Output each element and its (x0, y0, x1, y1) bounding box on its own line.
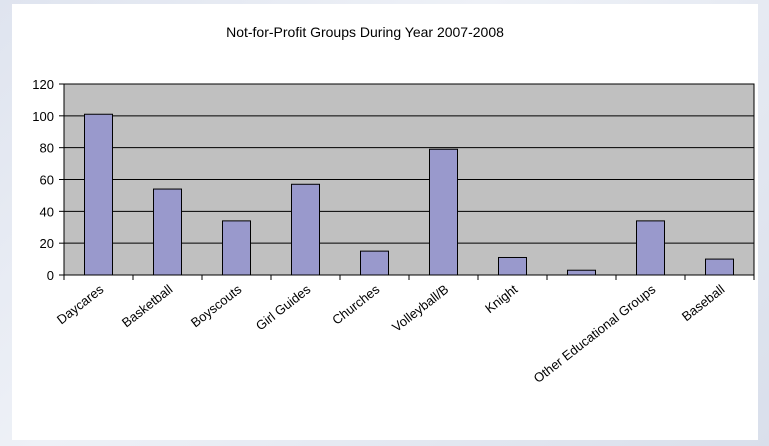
y-tick-label: 0 (47, 268, 54, 283)
bar (705, 258, 734, 276)
x-category-label: Boyscouts (188, 281, 245, 330)
bars (84, 113, 734, 276)
y-tick-label: 60 (40, 173, 54, 188)
x-category-label: Basketball (119, 281, 176, 330)
x-category-label: Knight (482, 281, 521, 316)
bar (84, 113, 113, 276)
y-tick-label: 80 (40, 141, 54, 156)
chart-title: Not-for-Profit Groups During Year 2007-2… (226, 24, 504, 40)
x-axis-labels: Daycares Basketball Boyscouts Girl Guides Ch… (54, 275, 755, 386)
x-category-label: Volleyball/B (389, 282, 451, 335)
y-tick-label: 20 (40, 236, 54, 251)
y-tick-label: 100 (32, 109, 54, 124)
x-category-label: Other Educational Groups (531, 281, 659, 386)
y-tick-label: 40 (40, 204, 54, 219)
bar (291, 183, 320, 276)
y-tick-label: 120 (32, 77, 54, 92)
x-category-label: Daycares (54, 281, 107, 327)
bar (153, 188, 182, 276)
bar (429, 148, 458, 276)
x-category-label: Girl Guides (253, 281, 314, 333)
y-axis-ticks: 0 20 40 60 80 100 120 (32, 77, 64, 283)
bar (498, 256, 527, 276)
bar (636, 220, 665, 276)
bar (360, 250, 389, 276)
bar (222, 220, 251, 276)
bar (567, 269, 596, 276)
x-category-label: Churches (329, 281, 382, 327)
x-category-label: Baseball (679, 281, 728, 324)
